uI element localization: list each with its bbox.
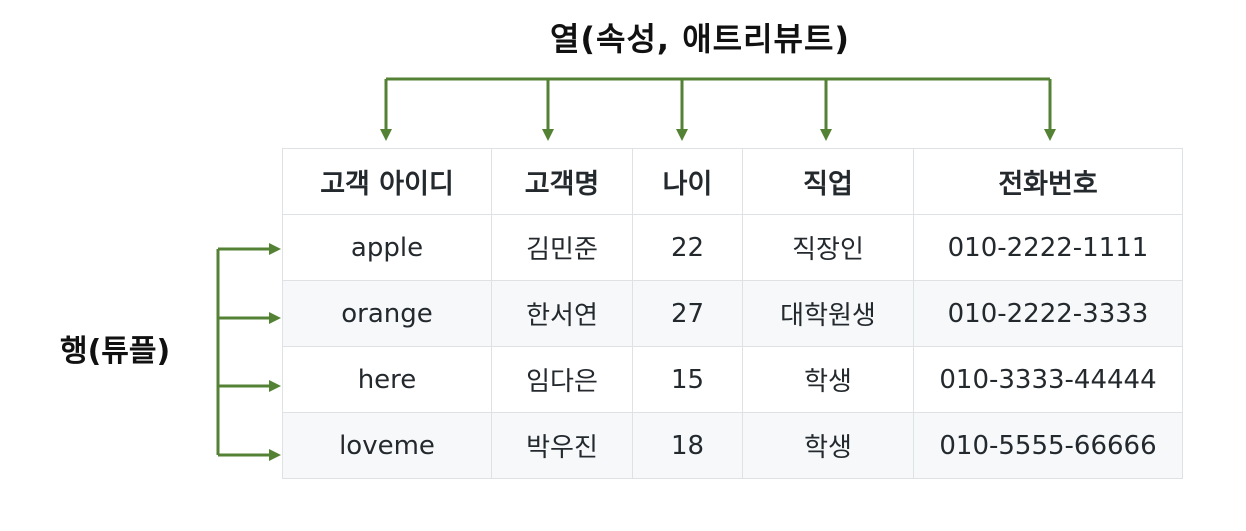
table-cell: 김민준 [491, 214, 633, 281]
column-header: 고객 아이디 [282, 148, 492, 215]
table-row: here 임다은 15 학생 010-3333-44444 [282, 346, 1183, 413]
columns-caption: 열(속성, 애트리뷰트) [549, 20, 851, 58]
column-header: 직업 [742, 148, 914, 215]
row-arrows [216, 243, 281, 461]
table-row: orange 한서연 27 대학원생 010-2222-3333 [282, 280, 1183, 347]
table-cell: 임다은 [491, 346, 633, 413]
column-header: 전화번호 [913, 148, 1183, 215]
column-arrow-1-head [380, 129, 392, 141]
row-arrow-2-head [269, 312, 281, 324]
rows-caption: 행(튜플) [60, 334, 171, 369]
row-arrow-3-head [269, 380, 281, 392]
column-arrow-5-head [1044, 129, 1056, 141]
column-arrow-2-head [542, 129, 554, 141]
table-cell: loveme [282, 412, 492, 479]
table-row: apple 김민준 22 직장인 010-2222-1111 [282, 214, 1183, 281]
table-cell: 직장인 [742, 214, 914, 281]
table-cell: 학생 [742, 412, 914, 479]
table-cell: 한서연 [491, 280, 633, 347]
relation-table: 고객 아이디 고객명 나이 직업 전화번호 apple 김민준 22 직장인 0… [282, 148, 1183, 479]
column-header: 나이 [632, 148, 743, 215]
table-cell: 박우진 [491, 412, 633, 479]
header-row: 고객 아이디 고객명 나이 직업 전화번호 [282, 148, 1183, 215]
table-cell: 대학원생 [742, 280, 914, 347]
column-arrow-4-head [820, 129, 832, 141]
table-cell: 010-2222-1111 [913, 214, 1183, 281]
table-row: loveme 박우진 18 학생 010-5555-66666 [282, 412, 1183, 479]
row-arrow-1-head [269, 243, 281, 255]
table-cell: 학생 [742, 346, 914, 413]
table-cell: 010-5555-66666 [913, 412, 1183, 479]
column-header: 고객명 [491, 148, 633, 215]
table-cell: 18 [632, 412, 743, 479]
table-cell: orange [282, 280, 492, 347]
column-arrow-3-head [676, 129, 688, 141]
row-arrow-4-head [269, 449, 281, 461]
table-cell: 27 [632, 280, 743, 347]
table-cell: 15 [632, 346, 743, 413]
table-cell: 010-3333-44444 [913, 346, 1183, 413]
table-cell: 010-2222-3333 [913, 280, 1183, 347]
table-cell: 22 [632, 214, 743, 281]
table-cell: here [282, 346, 492, 413]
column-arrows [380, 77, 1056, 141]
table-cell: apple [282, 214, 492, 281]
